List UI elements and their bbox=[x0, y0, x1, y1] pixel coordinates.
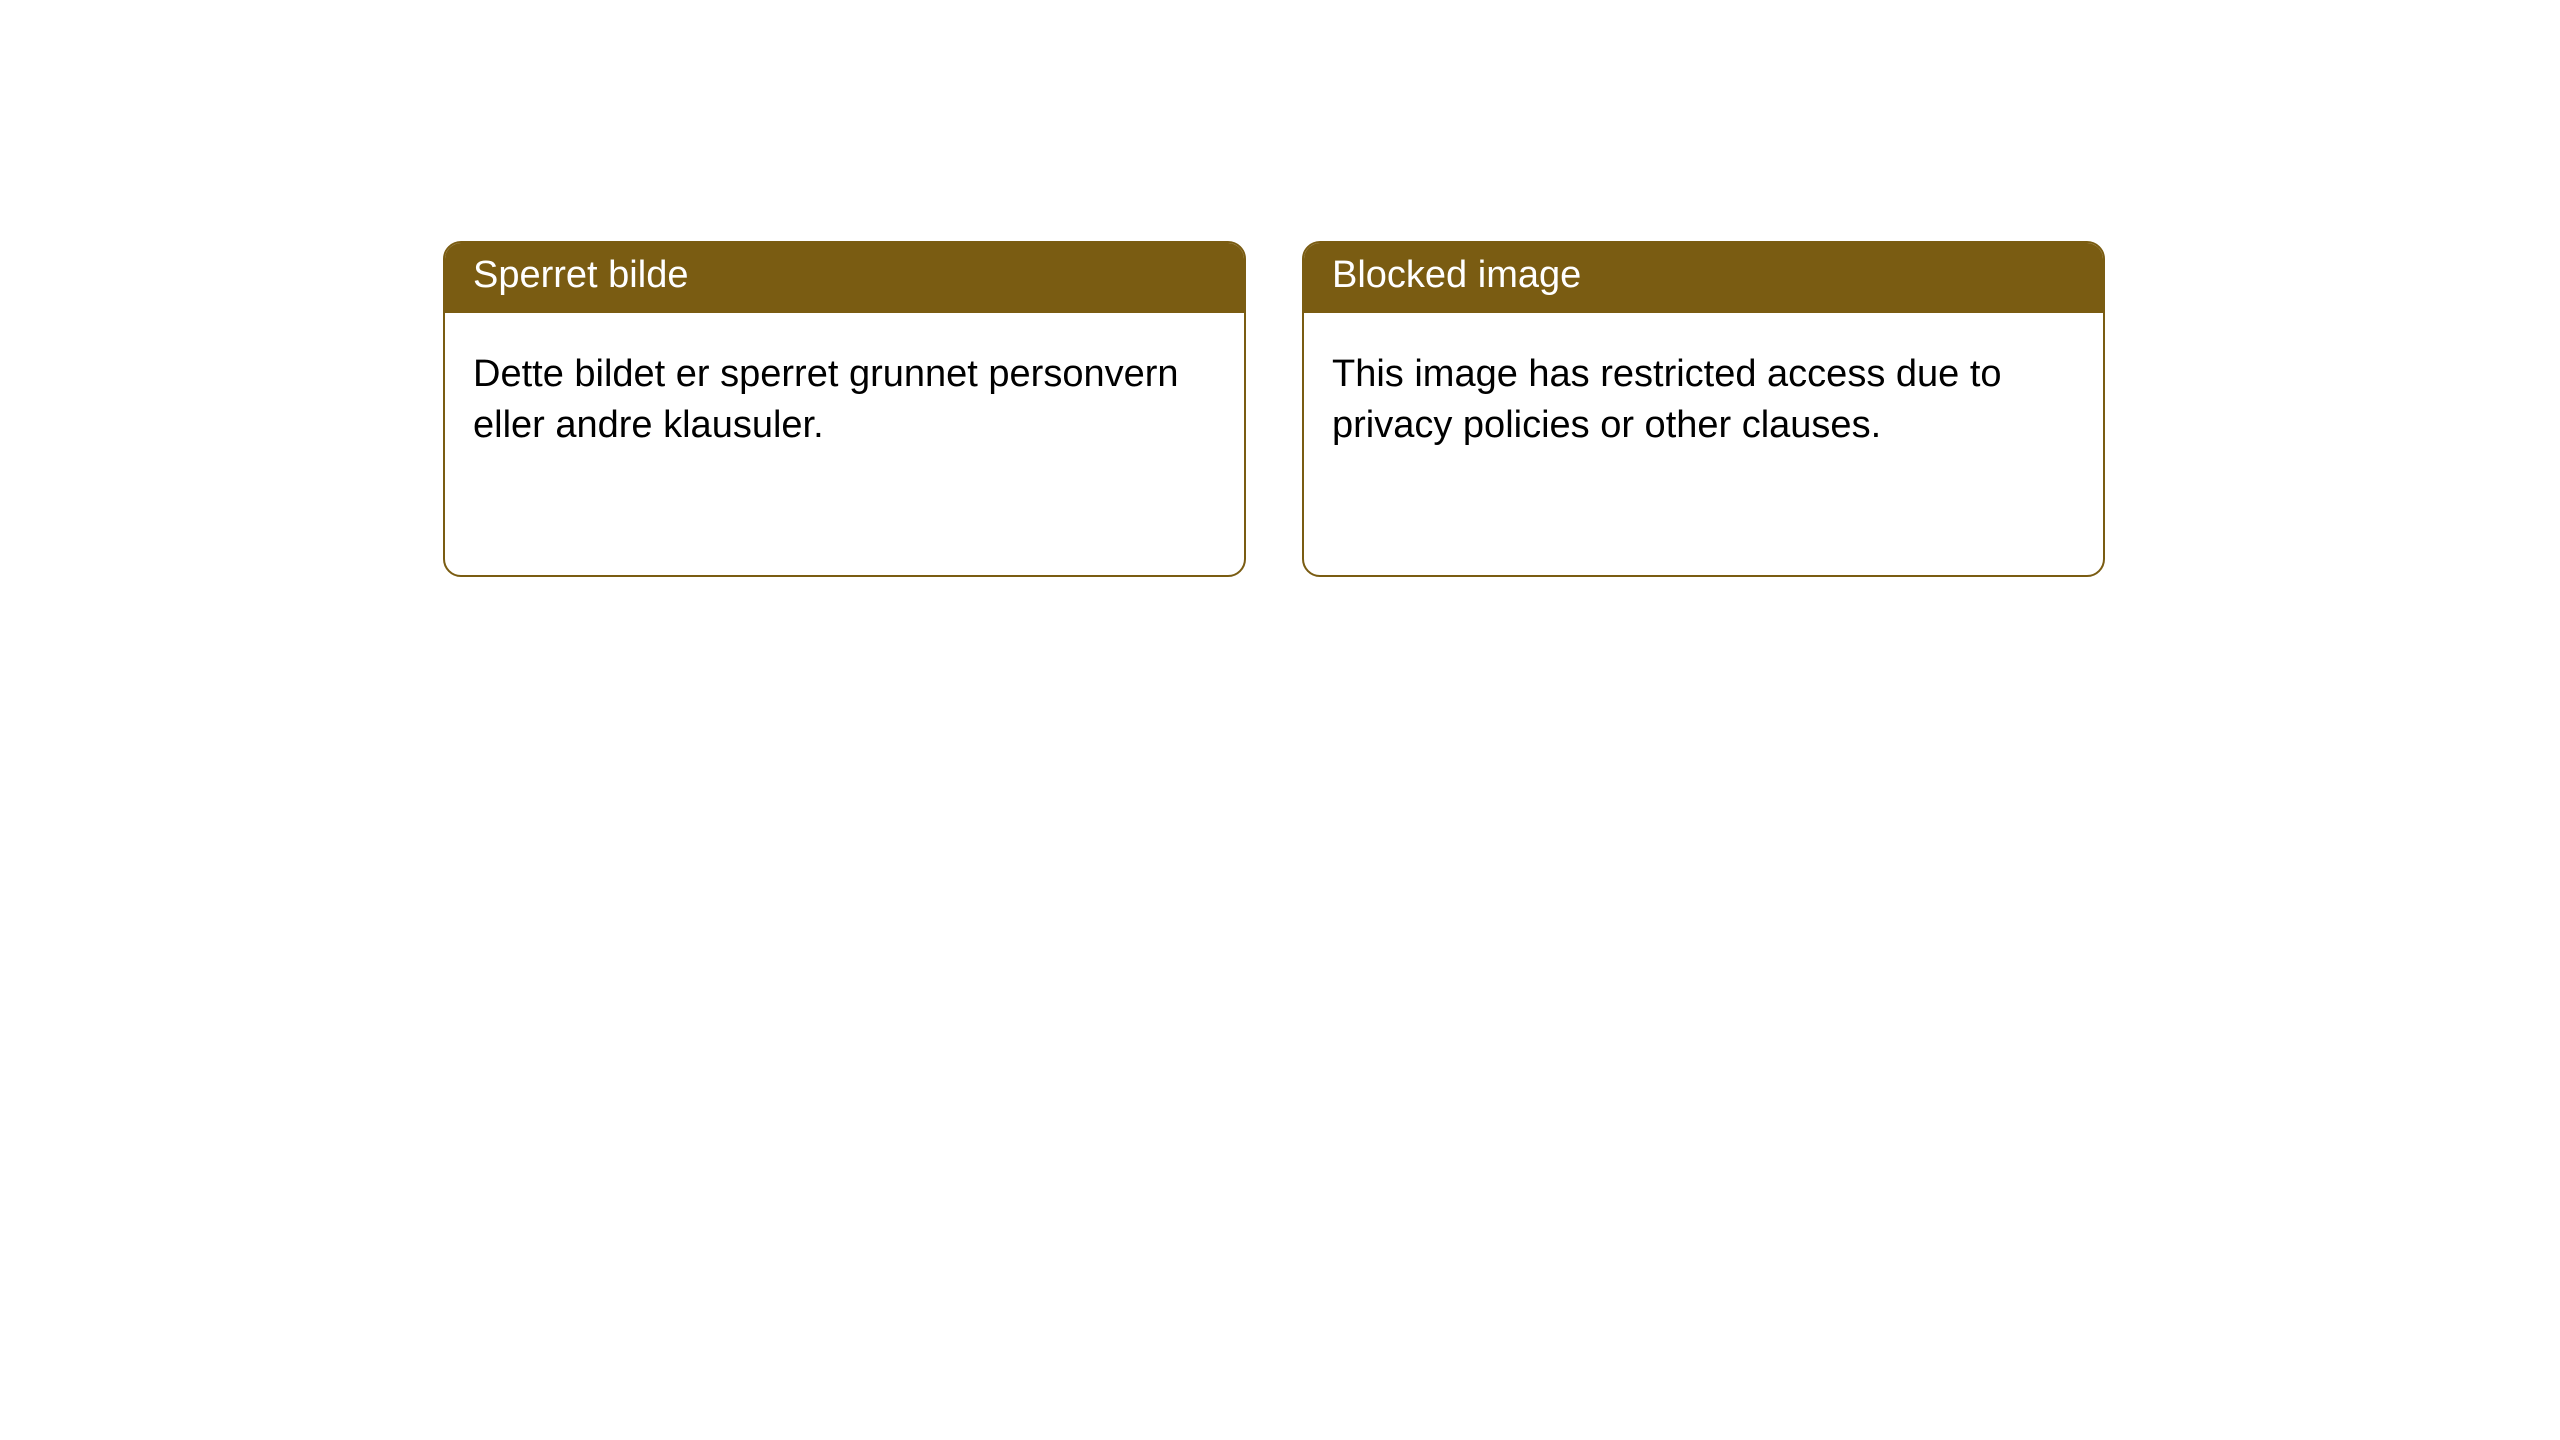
card-header-no: Sperret bilde bbox=[445, 243, 1244, 313]
cards-container: Sperret bilde Dette bildet er sperret gr… bbox=[0, 0, 2560, 577]
card-body-no: Dette bildet er sperret grunnet personve… bbox=[445, 313, 1244, 480]
card-header-en: Blocked image bbox=[1304, 243, 2103, 313]
blocked-image-card-no: Sperret bilde Dette bildet er sperret gr… bbox=[443, 241, 1246, 577]
card-body-en: This image has restricted access due to … bbox=[1304, 313, 2103, 480]
blocked-image-card-en: Blocked image This image has restricted … bbox=[1302, 241, 2105, 577]
